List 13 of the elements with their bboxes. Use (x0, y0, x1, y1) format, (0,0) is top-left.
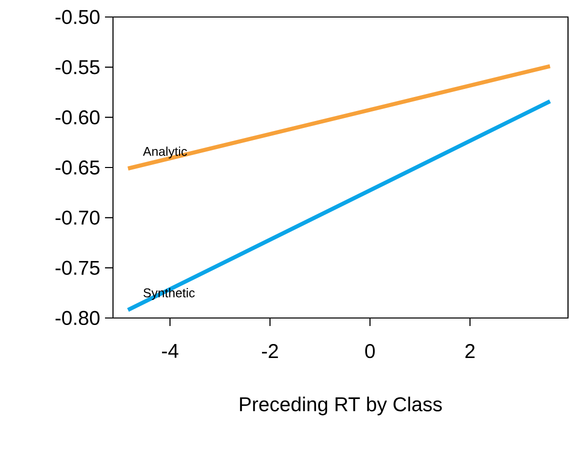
y-tick-label: -0.50 (56, 10, 100, 24)
x-axis-title: Preceding RT by Class (240, 396, 442, 416)
x-tick-label: -4 (162, 344, 178, 358)
y-tick-label: -0.80 (56, 310, 100, 326)
x-tick-label: 0 (365, 344, 375, 358)
y-tick-label: -0.55 (56, 60, 100, 74)
series-label: Analytic (142, 146, 187, 158)
x-tick-label: -2 (262, 344, 278, 358)
y-tick-label: -0.75 (56, 260, 100, 275)
y-tick-label: -0.60 (56, 110, 100, 124)
x-tick-label: 2 (465, 344, 475, 358)
y-tick-label: -0.70 (56, 210, 100, 225)
y-tick-label: -0.65 (56, 160, 100, 175)
